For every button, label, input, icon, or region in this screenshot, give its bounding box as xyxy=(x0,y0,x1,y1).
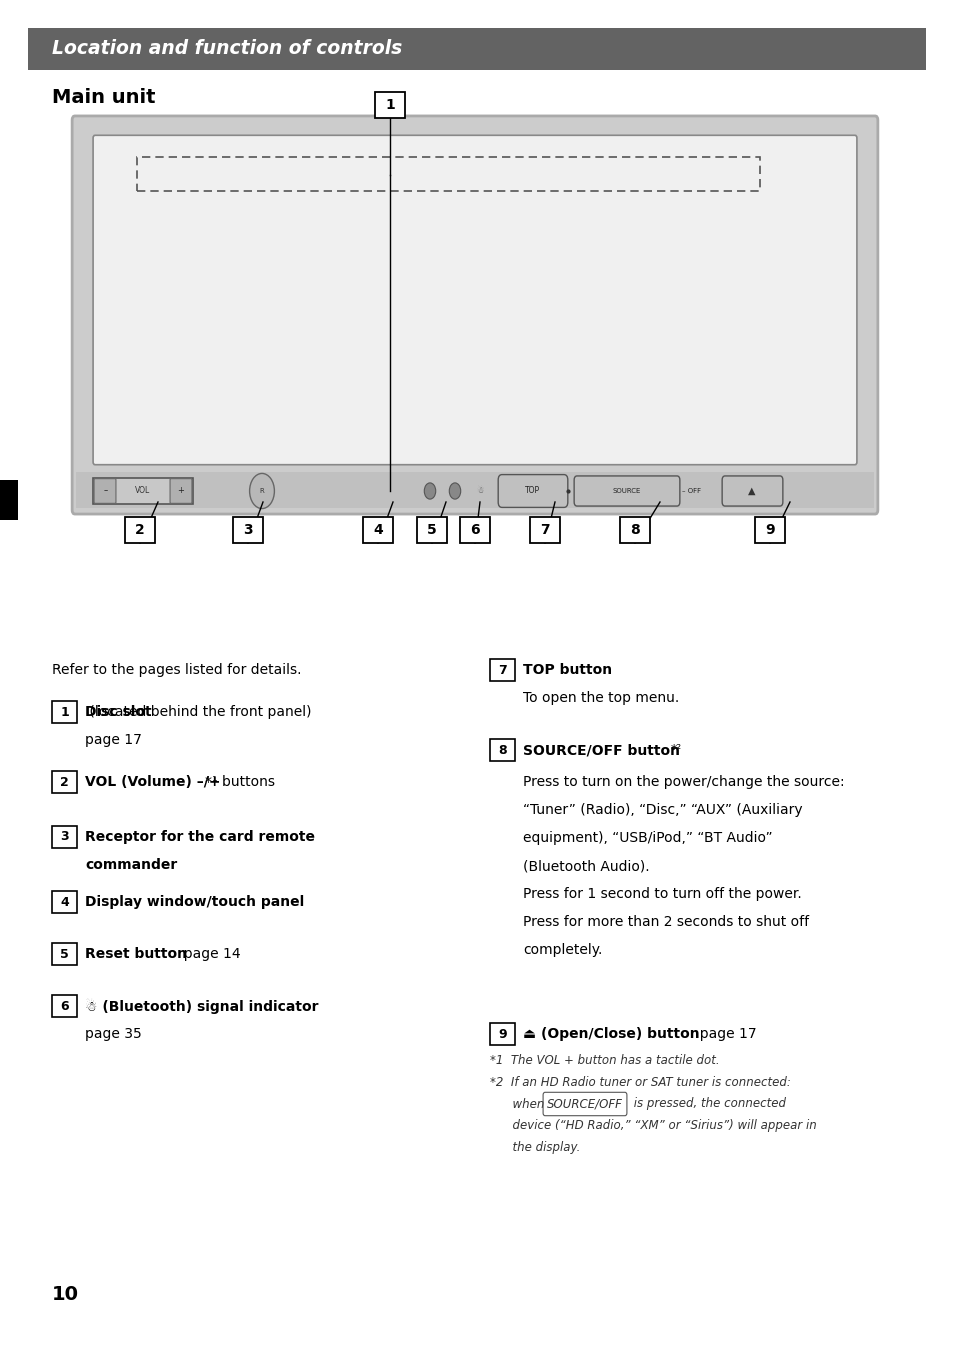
Text: Location and function of controls: Location and function of controls xyxy=(52,39,402,58)
Bar xyxy=(52,942,77,965)
Circle shape xyxy=(250,473,274,508)
Text: VOL: VOL xyxy=(135,487,151,495)
Text: +: + xyxy=(177,487,184,495)
Text: page 17: page 17 xyxy=(85,733,142,748)
Bar xyxy=(490,1023,515,1045)
Text: page 35: page 35 xyxy=(85,1028,142,1041)
Text: SOURCE/OFF button: SOURCE/OFF button xyxy=(522,744,679,757)
Text: Press to turn on the power/change the source:: Press to turn on the power/change the so… xyxy=(522,775,843,790)
Text: *1  The VOL + button has a tactile dot.: *1 The VOL + button has a tactile dot. xyxy=(490,1053,719,1067)
Bar xyxy=(92,479,193,504)
FancyBboxPatch shape xyxy=(574,476,679,506)
Text: SOURCE/OFF: SOURCE/OFF xyxy=(546,1098,622,1110)
Bar xyxy=(52,891,77,913)
Text: (located behind the front panel): (located behind the front panel) xyxy=(85,704,312,719)
FancyBboxPatch shape xyxy=(721,476,782,506)
Text: ▲: ▲ xyxy=(747,485,755,496)
Text: 10: 10 xyxy=(52,1286,79,1305)
Bar xyxy=(136,157,760,192)
Text: –: – xyxy=(104,487,108,495)
Text: completely.: completely. xyxy=(522,942,601,957)
Text: 3: 3 xyxy=(60,830,69,844)
Bar xyxy=(490,658,515,681)
Text: device (“HD Radio,” “XM” or “Sirius”) will appear in: device (“HD Radio,” “XM” or “Sirius”) wi… xyxy=(490,1119,816,1133)
Text: 1: 1 xyxy=(385,97,395,112)
Text: 5: 5 xyxy=(60,948,69,960)
Bar xyxy=(416,516,447,544)
Bar xyxy=(530,516,559,544)
Bar xyxy=(375,92,405,118)
Text: Disc slot: Disc slot xyxy=(85,704,152,719)
Text: – OFF: – OFF xyxy=(681,488,700,493)
Text: ☃: ☃ xyxy=(476,487,483,495)
FancyBboxPatch shape xyxy=(93,135,856,465)
Text: 2: 2 xyxy=(135,523,145,537)
Text: SOURCE: SOURCE xyxy=(612,488,640,493)
Text: 1: 1 xyxy=(60,706,69,718)
Bar xyxy=(619,516,649,544)
Text: page 17: page 17 xyxy=(690,1028,756,1041)
Bar xyxy=(490,740,515,761)
Text: when: when xyxy=(490,1098,548,1110)
Text: 2: 2 xyxy=(60,776,69,788)
Text: Display window/touch panel: Display window/touch panel xyxy=(85,895,304,909)
Text: (Bluetooth Audio).: (Bluetooth Audio). xyxy=(522,859,649,873)
Text: *²: *² xyxy=(670,744,681,757)
Text: VOL (Volume) –/+: VOL (Volume) –/+ xyxy=(85,775,220,790)
Bar xyxy=(52,700,77,723)
Text: 8: 8 xyxy=(630,523,639,537)
Text: “Tuner” (Radio), “Disc,” “AUX” (Auxiliary: “Tuner” (Radio), “Disc,” “AUX” (Auxiliar… xyxy=(522,803,801,817)
Text: 3: 3 xyxy=(243,523,253,537)
Text: Main unit: Main unit xyxy=(52,88,155,107)
Bar xyxy=(125,516,154,544)
Text: TOP button: TOP button xyxy=(522,662,612,677)
Text: the display.: the display. xyxy=(490,1141,579,1155)
Bar xyxy=(754,516,784,544)
Bar xyxy=(52,826,77,848)
Text: 9: 9 xyxy=(764,523,774,537)
Text: 6: 6 xyxy=(60,999,69,1013)
FancyBboxPatch shape xyxy=(94,479,116,503)
Text: is pressed, the connected: is pressed, the connected xyxy=(629,1098,785,1110)
Text: ⏏ (Open/Close) button: ⏏ (Open/Close) button xyxy=(522,1028,699,1041)
Text: *2  If an HD Radio tuner or SAT tuner is connected:: *2 If an HD Radio tuner or SAT tuner is … xyxy=(490,1075,790,1088)
Text: Press for 1 second to turn off the power.: Press for 1 second to turn off the power… xyxy=(522,887,801,900)
Text: Refer to the pages listed for details.: Refer to the pages listed for details. xyxy=(52,662,301,677)
Text: page 14: page 14 xyxy=(174,946,240,961)
Circle shape xyxy=(449,483,460,499)
Text: To open the top menu.: To open the top menu. xyxy=(522,691,679,704)
Bar xyxy=(459,516,490,544)
Text: ☃ (Bluetooth) signal indicator: ☃ (Bluetooth) signal indicator xyxy=(85,998,318,1014)
Bar xyxy=(52,771,77,794)
Bar xyxy=(0,480,18,521)
Text: 9: 9 xyxy=(497,1028,506,1041)
Text: 7: 7 xyxy=(539,523,549,537)
FancyBboxPatch shape xyxy=(72,116,877,514)
Text: 7: 7 xyxy=(497,664,506,676)
Text: R: R xyxy=(259,488,264,493)
Circle shape xyxy=(424,483,436,499)
Text: Reset button: Reset button xyxy=(85,946,187,961)
Text: 8: 8 xyxy=(497,744,506,757)
Text: 5: 5 xyxy=(427,523,436,537)
Text: Receptor for the card remote: Receptor for the card remote xyxy=(85,830,314,844)
Text: *¹ buttons: *¹ buttons xyxy=(205,775,274,790)
Bar xyxy=(52,995,77,1017)
FancyBboxPatch shape xyxy=(497,475,567,507)
Bar xyxy=(76,472,873,508)
Text: equipment), “USB/iPod,” “BT Audio”: equipment), “USB/iPod,” “BT Audio” xyxy=(522,831,772,845)
Text: commander: commander xyxy=(85,859,177,872)
Text: Press for more than 2 seconds to shut off: Press for more than 2 seconds to shut of… xyxy=(522,915,808,929)
Bar xyxy=(363,516,393,544)
Text: 4: 4 xyxy=(373,523,382,537)
Bar xyxy=(28,28,925,70)
Text: 4: 4 xyxy=(60,895,69,909)
Text: 6: 6 xyxy=(470,523,479,537)
FancyBboxPatch shape xyxy=(170,479,192,503)
Text: TOP: TOP xyxy=(525,487,540,495)
Bar xyxy=(233,516,263,544)
